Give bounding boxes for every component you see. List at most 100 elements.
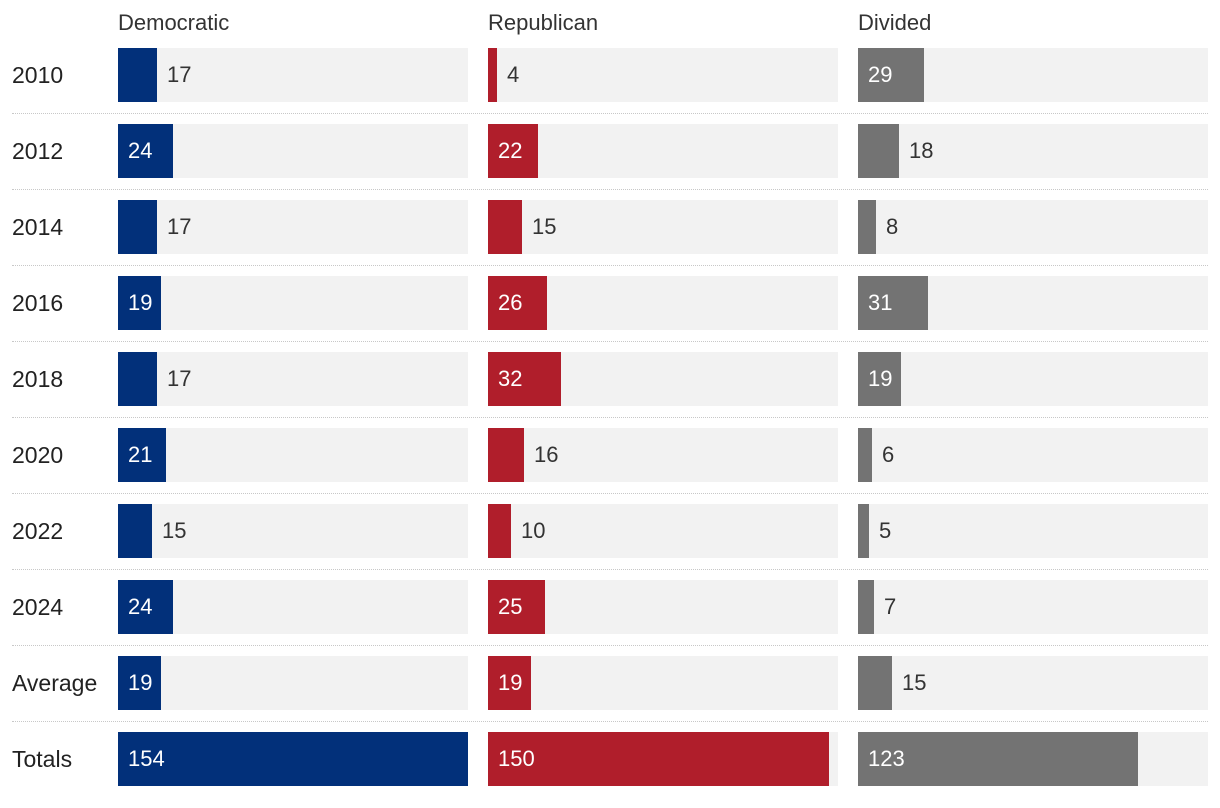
bar-track: 17: [118, 48, 468, 102]
value-label-rep: 4: [507, 62, 520, 87]
row-separator: [12, 265, 1208, 266]
bar-track: 4: [488, 48, 838, 102]
column-header-rep: Republican: [488, 10, 599, 35]
chart-row: 2022 15 10 5: [0, 504, 1220, 580]
bar-rep: [488, 580, 545, 634]
bar-track: 17: [118, 200, 468, 254]
value-label-dem: 19: [128, 670, 153, 695]
value-label-rep: 150: [498, 746, 535, 771]
value-label-div: 15: [902, 670, 927, 695]
column-header-div: Divided: [858, 10, 932, 35]
chart-row: 2024 24 25 7: [0, 580, 1220, 656]
bar-track: 24: [118, 124, 468, 178]
chart-row: 2016 19 26 31: [0, 276, 1220, 352]
row-separator: [12, 721, 1208, 722]
value-label-dem: 15: [162, 518, 187, 543]
bar-rep: [488, 200, 522, 254]
bar-div: [858, 276, 928, 330]
chart-row: 2018 17 32 19: [0, 352, 1220, 428]
value-label-dem: 24: [128, 594, 153, 619]
bar-track: 15: [118, 504, 468, 558]
value-label-div: 18: [909, 138, 934, 163]
row-separator: [12, 189, 1208, 190]
bar-rep: [488, 276, 547, 330]
bar-rep: [488, 656, 531, 710]
bar-track: 7: [858, 580, 1208, 634]
value-label-dem: 17: [167, 366, 192, 391]
bar-div: [858, 580, 874, 634]
row-label: 2010: [12, 62, 64, 88]
value-label-dem: 19: [128, 290, 153, 315]
bar-div: [858, 732, 1138, 786]
bar-track: 15: [858, 656, 1208, 710]
bar-dem: [118, 580, 173, 634]
row-label: Average: [12, 670, 98, 696]
value-label-rep: 15: [532, 214, 557, 239]
row-label: 2012: [12, 138, 64, 164]
value-label-div: 5: [879, 518, 892, 543]
totals-row: Totals 154 150 123: [0, 732, 1220, 808]
bar-track: 15: [488, 200, 838, 254]
bar-dem: [118, 200, 157, 254]
bar-track: 32: [488, 352, 838, 406]
value-label-rep: 25: [498, 594, 523, 619]
value-label-rep: 10: [521, 518, 546, 543]
bar-dem: [118, 656, 161, 710]
value-label-div: 6: [882, 442, 895, 467]
row-label: 2018: [12, 366, 64, 392]
bar-rep: [488, 124, 538, 178]
bar-track: 24: [118, 580, 468, 634]
bar-track: 16: [488, 428, 838, 482]
row-separator: [12, 341, 1208, 342]
bar-dem: [118, 732, 468, 786]
chart-row: 2014 17 15 8: [0, 200, 1220, 276]
bar-rep: [488, 504, 511, 558]
row-separator: [12, 569, 1208, 570]
chart-row: 2012 24 22 18: [0, 124, 1220, 200]
chart-row: Average 19 19 15: [0, 656, 1220, 732]
bar-dem: [118, 504, 152, 558]
row-separator: [12, 417, 1208, 418]
bar-track: 19: [118, 276, 468, 330]
bar-dem: [118, 352, 157, 406]
value-label-div: 123: [868, 746, 905, 771]
bar-div: [858, 48, 924, 102]
bar-div: [858, 504, 869, 558]
bar-track: 18: [858, 124, 1208, 178]
bar-track: 8: [858, 200, 1208, 254]
bar-track: 25: [488, 580, 838, 634]
bar-track: 22: [488, 124, 838, 178]
bar-track: 19: [118, 656, 468, 710]
value-label-div: 8: [886, 214, 899, 239]
bar-track: 6: [858, 428, 1208, 482]
value-label-rep: 16: [534, 442, 559, 467]
bar-rep: [488, 732, 829, 786]
bar-track: 150: [488, 732, 838, 786]
bar-track: 17: [118, 352, 468, 406]
value-label-div: 19: [868, 366, 893, 391]
row-label: 2022: [12, 518, 64, 544]
bar-track: 19: [858, 352, 1208, 406]
row-separator: [12, 493, 1208, 494]
row-label: 2020: [12, 442, 64, 468]
value-label-div: 31: [868, 290, 893, 315]
value-label-dem: 17: [167, 62, 192, 87]
value-label-dem: 21: [128, 442, 153, 467]
value-label-rep: 22: [498, 138, 523, 163]
bar-dem: [118, 124, 173, 178]
bar-track: 123: [858, 732, 1208, 786]
bar-dem: [118, 48, 157, 102]
column-header-dem: Democratic: [118, 10, 230, 35]
bar-div: [858, 200, 876, 254]
bar-rep: [488, 428, 524, 482]
chart-row: 2020 21 16 6: [0, 428, 1220, 504]
bar-dem: [118, 428, 166, 482]
bar-rep: [488, 352, 561, 406]
row-label: 2016: [12, 290, 64, 316]
row-separator: [12, 113, 1208, 114]
row-separator: [12, 645, 1208, 646]
totals-label: Totals: [12, 746, 73, 772]
value-label-dem: 154: [128, 746, 165, 771]
bar-dem: [118, 276, 161, 330]
